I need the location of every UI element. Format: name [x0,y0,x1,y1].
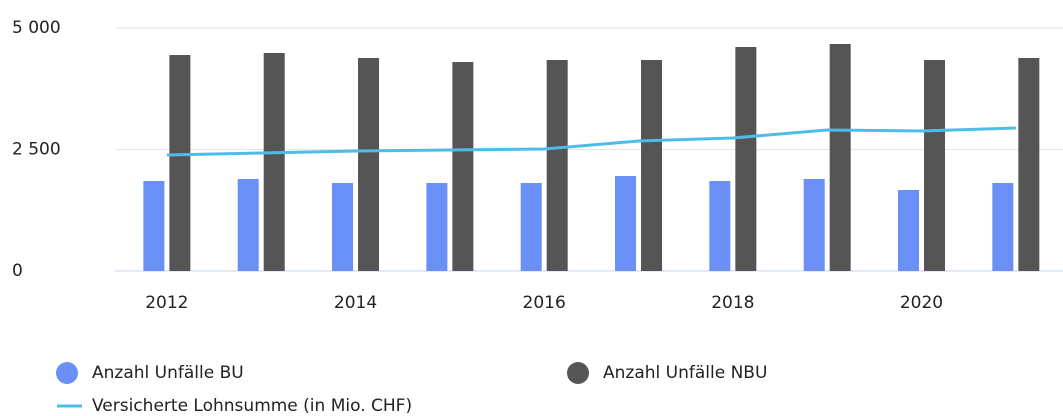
legend-label: Anzahl Unfälle NBU [603,363,767,383]
legend-label: Anzahl Unfälle BU [92,363,244,383]
bar [452,62,474,271]
bar [803,179,825,271]
y-tick-label: 0 [12,261,23,281]
x-tick-label: 2016 [523,293,566,313]
bar [898,189,920,271]
bar [332,182,354,271]
bar [169,55,191,271]
bar [709,180,731,271]
y-tick-label: 2 500 [12,140,61,160]
x-tick-label: 2012 [145,293,188,313]
bar [358,57,380,271]
bar [263,52,285,271]
x-tick-label: 2018 [711,293,754,313]
line [166,126,1016,157]
bar [237,179,259,271]
x-tick-label: 2014 [334,293,377,313]
bar [1018,57,1040,271]
legend-label: Versicherte Lohnsumme (in Mio. CHF) [92,396,412,416]
bar [426,182,448,271]
bar [735,47,757,272]
legend-swatch [567,362,589,384]
bar [546,59,568,271]
y-tick-label: 5 000 [12,18,61,38]
x-tick-label: 2020 [900,293,943,313]
bar [641,59,663,271]
bar [520,182,542,271]
bar [992,182,1014,271]
bar [924,59,946,271]
bar [143,180,165,271]
bar [829,43,851,272]
legend-swatch [56,362,78,384]
bar [615,175,637,271]
